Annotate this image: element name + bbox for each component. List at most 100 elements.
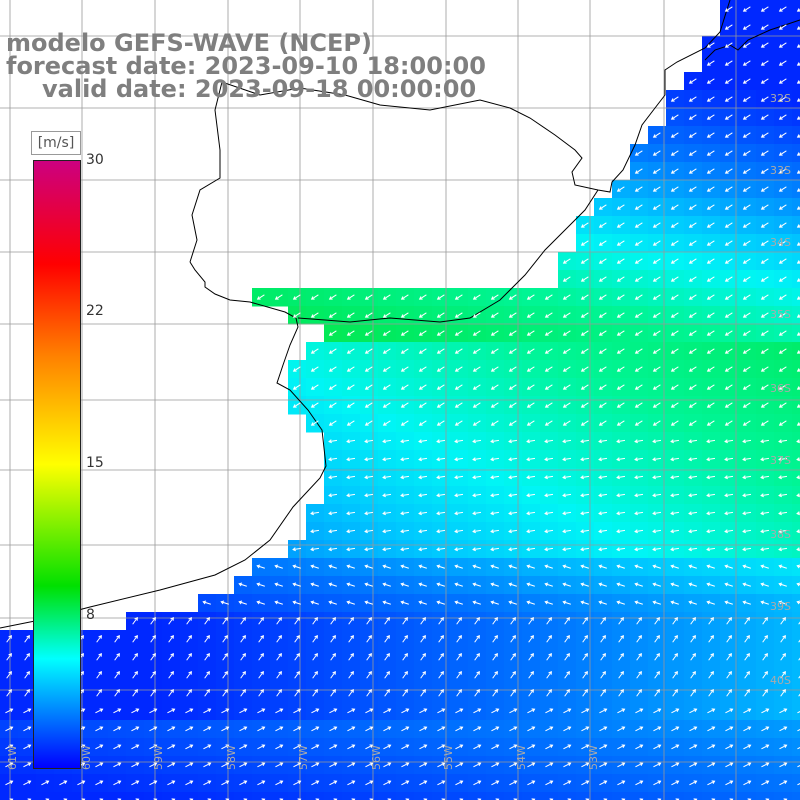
wind-arrow-head	[670, 170, 675, 174]
wind-arrow	[725, 132, 733, 138]
wind-arrow-head	[638, 635, 642, 639]
wind-arrow-head	[796, 564, 800, 569]
wind-arrow	[419, 384, 427, 390]
wind-arrow	[670, 493, 680, 497]
wind-arrow	[797, 423, 800, 426]
wind-arrow-head	[364, 582, 369, 587]
wind-arrow	[472, 547, 482, 551]
wind-arrow	[779, 565, 787, 569]
wind-arrow-head	[688, 170, 693, 174]
wind-arrow	[131, 708, 139, 714]
wind-vectors	[5, 6, 800, 800]
wind-arrow-head	[9, 726, 14, 731]
wind-arrow	[400, 475, 410, 479]
wind-arrow-head	[526, 493, 531, 498]
wind-arrow-head	[526, 475, 531, 480]
wind-arrow-head	[742, 224, 747, 228]
wind-arrow	[383, 384, 391, 390]
wind-arrow	[670, 457, 680, 461]
wind-arrow	[95, 762, 103, 768]
wind-arrow	[366, 617, 372, 625]
wind-arrow	[671, 762, 679, 768]
wind-arrow-head	[652, 332, 657, 336]
wind-arrow	[779, 744, 787, 750]
wind-arrow-head	[711, 762, 716, 767]
wind-arrow-head	[364, 386, 369, 390]
wind-arrow	[779, 42, 787, 48]
wind-arrow	[634, 493, 644, 497]
wind-arrow	[420, 653, 426, 661]
wind-arrow-head	[688, 475, 693, 480]
wind-arrow-head	[548, 617, 552, 621]
wind-arrow-head	[364, 368, 369, 372]
wind-arrow-head	[436, 529, 441, 534]
wind-arrow	[635, 726, 643, 732]
wind-arrow-head	[26, 653, 30, 657]
wind-arrow	[724, 529, 734, 533]
wind-arrow	[150, 617, 156, 625]
wind-arrow-head	[134, 617, 138, 621]
wind-arrow	[330, 671, 336, 679]
wind-arrow	[690, 653, 696, 661]
wind-arrow	[797, 135, 800, 138]
wind-arrow-head	[747, 762, 752, 767]
wind-arrow	[617, 276, 625, 282]
wind-arrow-head	[369, 798, 374, 800]
wind-arrow	[725, 762, 733, 768]
wind-arrow	[653, 366, 661, 372]
wind-arrow	[653, 744, 661, 750]
wind-arrow-head	[652, 314, 657, 318]
wind-arrow	[581, 222, 589, 228]
wind-arrow-head	[562, 493, 567, 498]
wind-arrow-head	[314, 689, 318, 693]
wind-arrow-head	[670, 582, 675, 587]
wind-arrow-head	[724, 80, 729, 84]
wind-arrow-head	[8, 671, 12, 675]
wind-arrow-head	[652, 511, 657, 516]
wind-arrow-head	[616, 314, 621, 318]
wind-arrow-head	[580, 332, 585, 336]
wind-arrow	[546, 617, 552, 625]
wind-arrow-head	[459, 708, 464, 713]
wind-arrow	[167, 708, 175, 714]
wind-arrow-head	[99, 744, 104, 749]
wind-arrow-head	[382, 404, 387, 408]
wind-arrow-head	[711, 744, 716, 749]
wind-arrow	[724, 475, 734, 479]
wind-arrow-head	[441, 798, 446, 800]
wind-arrow-head	[387, 744, 392, 749]
wind-arrow	[347, 348, 355, 354]
wind-arrow-head	[580, 386, 585, 390]
wind-arrow	[436, 475, 446, 479]
wind-arrow-head	[675, 798, 680, 800]
wind-arrow-head	[693, 780, 698, 785]
wind-arrow	[797, 297, 800, 300]
wind-arrow	[743, 583, 751, 587]
wind-arrow	[418, 547, 428, 551]
wind-arrow-head	[760, 350, 765, 354]
wind-arrow	[185, 744, 193, 750]
wind-cell	[630, 792, 649, 800]
wind-arrow-head	[382, 350, 387, 354]
wind-arrow	[257, 294, 265, 300]
wind-arrow-head	[724, 116, 729, 120]
wind-arrow-head	[310, 529, 315, 534]
wind-cell	[504, 792, 523, 800]
wind-arrow	[617, 312, 625, 318]
wind-arrow-head	[279, 798, 284, 800]
wind-arrow	[347, 312, 355, 318]
wind-arrow-head	[549, 762, 554, 767]
wind-arrow	[275, 726, 283, 732]
wind-arrow-head	[328, 350, 333, 354]
wind-arrow	[670, 529, 680, 533]
wind-arrow-head	[400, 314, 405, 318]
wind-arrow	[689, 186, 697, 192]
wind-arrow	[5, 744, 13, 750]
wind-arrow-head	[670, 475, 675, 480]
wind-arrow-head	[634, 547, 639, 552]
wind-arrow-head	[328, 547, 333, 552]
wind-arrow	[402, 689, 408, 697]
wind-arrow-head	[243, 744, 248, 749]
wind-arrow	[599, 762, 607, 768]
wind-cell	[198, 792, 217, 800]
